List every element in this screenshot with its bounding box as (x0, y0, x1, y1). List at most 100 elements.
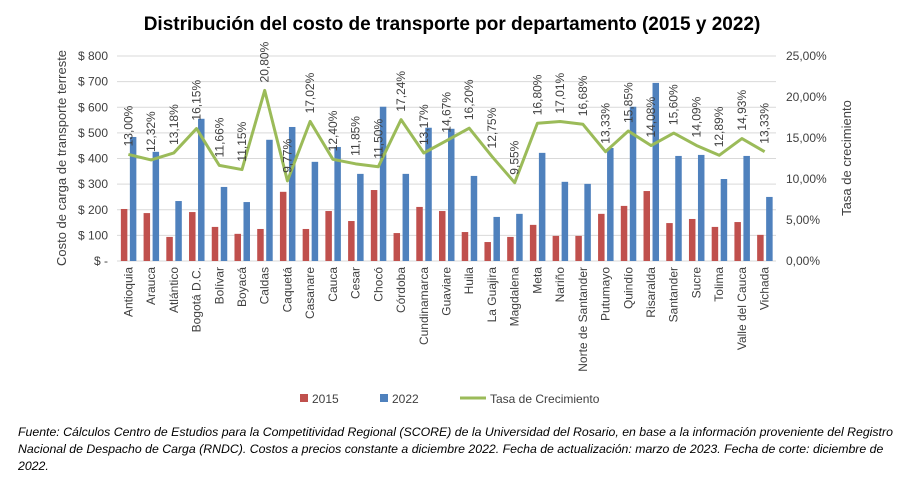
bar-2022 (266, 139, 273, 261)
data-label: 14,08% (644, 97, 658, 138)
data-label: 9,77% (280, 139, 294, 173)
x-tick-label: Arauca (144, 267, 158, 305)
y2-tick-label: 5,00% (786, 213, 820, 227)
bar-2022 (561, 181, 569, 261)
bar-2022 (288, 126, 296, 261)
x-tick-label: Huila (462, 267, 476, 295)
data-label: 13,33% (599, 103, 613, 144)
bar-2015 (143, 213, 151, 261)
x-tick-label: Chocó (371, 267, 385, 302)
legend-label: 2022 (392, 392, 419, 406)
bar-2022 (629, 106, 637, 261)
bar-2015 (643, 191, 651, 261)
x-tick-label: Risaralda (644, 267, 658, 318)
bar-2022 (675, 155, 682, 261)
bar-2022 (448, 128, 455, 261)
y-tick-label: $ 300 (78, 177, 108, 191)
bar-2015 (529, 224, 537, 261)
data-label: 14,67% (440, 92, 454, 133)
y-tick-label: $ 600 (78, 100, 108, 114)
bar-2015 (666, 223, 673, 261)
y-axis-title: Costo de carga de transporte terreste (54, 50, 69, 266)
legend-label: Tasa de Crecimiento (490, 392, 600, 406)
x-tick-label: Caldas (258, 267, 272, 304)
x-tick-label: Norte de Santander (576, 267, 590, 372)
chart: Distribución del costo de transporte por… (54, 14, 854, 406)
legend-swatch (300, 394, 308, 402)
data-label: 11,66% (212, 117, 226, 157)
y2-tick-label: 25,00% (786, 49, 827, 63)
x-tick-label: Cundinamarca (417, 267, 431, 345)
data-label: 17,24% (394, 71, 408, 112)
x-tick-label: Nariño (553, 267, 567, 303)
data-label: 11,85% (349, 116, 363, 156)
bar-2022 (607, 147, 614, 261)
bar-2015 (711, 226, 719, 261)
bar-2022 (425, 127, 432, 261)
y-tick-label: $ 200 (78, 203, 108, 217)
y2-tick-label: 15,00% (786, 131, 827, 145)
footnote: Fuente: Cálculos Centro de Estudios para… (18, 425, 893, 473)
legend-swatch (380, 394, 388, 402)
x-tick-label: Caquetá (280, 267, 294, 313)
data-label: 12,32% (144, 111, 158, 152)
y2-tick-label: 20,00% (786, 90, 827, 104)
bar-2015 (279, 191, 287, 261)
bar-2022 (175, 201, 182, 261)
x-tick-label: Bogotá D.C. (190, 267, 204, 332)
bar-2022 (697, 154, 705, 261)
bar-2022 (652, 82, 660, 261)
bar-2015 (325, 211, 332, 261)
growth-line (128, 88, 766, 185)
bar-2015 (348, 221, 355, 261)
chart-title: Distribución del costo de transporte por… (144, 14, 761, 35)
x-tick-label: Quindío (621, 267, 635, 309)
bar-2015 (688, 218, 696, 261)
x-tick-label: Magdalena (508, 267, 522, 327)
bar-2015 (620, 205, 628, 261)
bar-2015 (575, 235, 582, 261)
bar-2015 (257, 228, 264, 261)
bar-2015 (166, 236, 173, 261)
x-tick-label: Vichada (758, 267, 772, 310)
x-tick-label: Santander (667, 267, 681, 322)
data-label: 9,55% (508, 140, 522, 174)
bar-2015 (757, 234, 764, 261)
data-label: 20,80% (258, 41, 272, 82)
bar-2015 (552, 235, 560, 261)
x-tick-label: Tolima (712, 267, 726, 302)
x-tick-label: Cauca (326, 267, 340, 302)
bar-2015 (416, 206, 423, 261)
bar-2015 (234, 233, 241, 261)
bar-2022 (220, 186, 228, 261)
bar-2022 (379, 106, 387, 261)
data-label: 13,17% (417, 104, 431, 145)
x-tick-label: Casanare (303, 267, 317, 319)
x-tick-label: Guaviare (440, 267, 454, 316)
bar-2022 (198, 118, 205, 261)
data-label: 11,50% (371, 119, 385, 159)
x-tick-label: Valle del Cauca (735, 267, 749, 350)
data-label: 16,80% (530, 74, 544, 115)
data-label: 16,15% (190, 80, 204, 121)
x-tick-label: Boyacá (235, 267, 249, 307)
data-label: 13,18% (167, 104, 181, 145)
bar-2022 (766, 196, 773, 261)
x-tick-label: Meta (530, 267, 544, 294)
bar-2022 (357, 173, 364, 261)
bar-2015 (120, 208, 128, 261)
bar-2022 (311, 161, 319, 261)
y2-tick-label: 0,00% (786, 254, 820, 268)
bar-2022 (493, 216, 500, 261)
x-tick-label: Antioquia (121, 267, 135, 317)
bar-2022 (334, 146, 341, 261)
y-tick-label: $ 400 (78, 152, 108, 166)
x-tick-label: La Guajira (485, 267, 499, 323)
x-tick-label: Atlántico (167, 267, 181, 313)
bar-2022 (402, 173, 410, 261)
bar-2022 (470, 175, 478, 261)
data-label: 16,68% (576, 75, 590, 116)
y-tick-label: $ 800 (78, 49, 108, 63)
y-tick-label: $ 100 (78, 228, 108, 242)
data-label: 12,40% (326, 110, 340, 151)
